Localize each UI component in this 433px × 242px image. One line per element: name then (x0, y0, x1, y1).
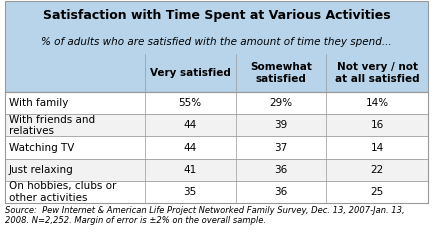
Text: Just relaxing: Just relaxing (9, 165, 74, 175)
Text: 22: 22 (371, 165, 384, 175)
Text: 41: 41 (184, 165, 197, 175)
Text: Source:  Pew Internet & American Life Project Networked Family Survey, Dec. 13, : Source: Pew Internet & American Life Pro… (5, 206, 405, 225)
Bar (5, 159, 428, 181)
Text: 29%: 29% (269, 98, 293, 108)
Text: 16: 16 (371, 120, 384, 130)
Text: With family: With family (9, 98, 68, 108)
Text: 36: 36 (275, 187, 288, 197)
Text: 55%: 55% (178, 98, 202, 108)
Bar (5, 114, 428, 136)
Bar (5, 92, 428, 203)
Text: 44: 44 (184, 120, 197, 130)
Text: 39: 39 (275, 120, 288, 130)
Bar (5, 1, 428, 92)
Text: Not very / not
at all satisfied: Not very / not at all satisfied (335, 62, 420, 84)
Text: On hobbies, clubs or
other activities: On hobbies, clubs or other activities (9, 181, 116, 203)
Text: Satisfaction with Time Spent at Various Activities: Satisfaction with Time Spent at Various … (43, 9, 390, 22)
Text: 36: 36 (275, 165, 288, 175)
Bar (5, 92, 428, 114)
Text: 14%: 14% (365, 98, 389, 108)
Text: 35: 35 (184, 187, 197, 197)
Text: 44: 44 (184, 143, 197, 153)
Text: Somewhat
satisfied: Somewhat satisfied (250, 62, 312, 84)
Text: 25: 25 (371, 187, 384, 197)
Text: Very satisfied: Very satisfied (150, 68, 230, 78)
Text: Watching TV: Watching TV (9, 143, 74, 153)
Text: 37: 37 (275, 143, 288, 153)
Text: % of adults who are satisfied with the amount of time they spend...: % of adults who are satisfied with the a… (41, 37, 392, 47)
Text: 14: 14 (371, 143, 384, 153)
Bar (5, 136, 428, 159)
Bar (5, 181, 428, 203)
Text: With friends and
relatives: With friends and relatives (9, 114, 95, 136)
